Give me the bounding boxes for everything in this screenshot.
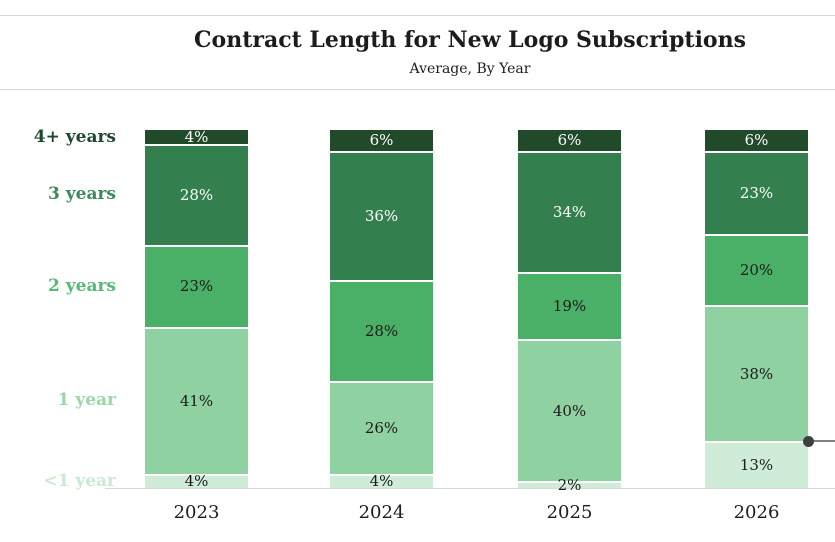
bar-segment-2023-2-years[interactable]: 23% bbox=[145, 244, 248, 327]
bar-segment-2025-2-years[interactable]: 19% bbox=[518, 271, 621, 340]
row-label-2-years: 2 years bbox=[48, 275, 116, 296]
bar-segment-2025-4plus-years[interactable]: 6% bbox=[518, 130, 621, 152]
bar-segment-2024-4plus-years[interactable]: 6% bbox=[330, 130, 433, 152]
annotation-leader-line bbox=[808, 440, 835, 443]
segment-value-label: 19% bbox=[552, 296, 587, 315]
segment-value-label: 28% bbox=[364, 321, 399, 340]
chart-title: Contract Length for New Logo Subscriptio… bbox=[194, 27, 746, 53]
segment-value-label: 4% bbox=[184, 472, 209, 491]
bar-segment-2026-4plus-years[interactable]: 6% bbox=[705, 130, 808, 152]
segment-value-label: 41% bbox=[179, 391, 214, 410]
bar-segment-2026-lt-1-year[interactable]: 13% bbox=[705, 441, 808, 488]
top-divider-line bbox=[0, 15, 835, 16]
segment-value-label: 4% bbox=[184, 127, 209, 146]
row-label-4plus-years: 4+ years bbox=[33, 127, 116, 148]
segment-value-label: 40% bbox=[552, 401, 587, 420]
segment-value-label: 34% bbox=[552, 203, 587, 222]
segment-value-label: 6% bbox=[557, 131, 582, 150]
bar-segment-2025-3-years[interactable]: 34% bbox=[518, 151, 621, 272]
x-axis-label-2025: 2025 bbox=[546, 502, 593, 523]
bar-group-2024: 6% 36% 28% 26% 4% bbox=[330, 130, 433, 491]
bar-segment-2026-1-year[interactable]: 38% bbox=[705, 305, 808, 442]
segment-value-label: 23% bbox=[179, 277, 214, 296]
bar-segment-2025-lt-1-year[interactable]: 2% bbox=[518, 477, 621, 492]
bar-segment-2023-1-year[interactable]: 41% bbox=[145, 326, 248, 474]
bar-segment-2026-2-years[interactable]: 20% bbox=[705, 233, 808, 306]
x-axis-label-2024: 2024 bbox=[358, 502, 405, 523]
segment-value-label: 6% bbox=[744, 131, 769, 150]
bar-segment-2024-2-years[interactable]: 28% bbox=[330, 280, 433, 381]
header-divider-line bbox=[0, 89, 835, 90]
segment-value-label: 28% bbox=[179, 185, 214, 204]
segment-value-label: 20% bbox=[739, 261, 774, 280]
bar-segment-2023-lt-1-year[interactable]: 4% bbox=[145, 472, 248, 491]
annotation-dot bbox=[802, 435, 814, 447]
segment-value-label: 2% bbox=[557, 475, 582, 494]
x-axis-line bbox=[105, 488, 835, 489]
bar-segment-2024-1-year[interactable]: 26% bbox=[330, 380, 433, 474]
segment-value-label: 26% bbox=[364, 418, 399, 437]
bar-segment-2025-1-year[interactable]: 40% bbox=[518, 339, 621, 481]
bar-segment-2023-4plus-years[interactable]: 4% bbox=[145, 127, 248, 146]
bar-segment-2024-lt-1-year[interactable]: 4% bbox=[330, 472, 433, 491]
x-axis-label-2026: 2026 bbox=[733, 502, 780, 523]
segment-value-label: 36% bbox=[364, 207, 399, 226]
bar-group-2026: 6% 23% 20% 38% 13% bbox=[705, 130, 808, 488]
row-label-1-year: 1 year bbox=[57, 390, 116, 411]
row-label-lt-1-year: <1 year bbox=[43, 470, 116, 491]
x-axis-label-2023: 2023 bbox=[173, 502, 220, 523]
bar-segment-2026-3-years[interactable]: 23% bbox=[705, 151, 808, 234]
bar-group-2023: 4% 28% 23% 41% 4% bbox=[145, 127, 248, 491]
segment-value-label: 6% bbox=[369, 131, 394, 150]
row-label-3-years: 3 years bbox=[48, 184, 116, 205]
segment-value-label: 38% bbox=[739, 364, 774, 383]
segment-value-label: 13% bbox=[739, 456, 774, 475]
bar-segment-2023-3-years[interactable]: 28% bbox=[145, 144, 248, 245]
segment-value-label: 4% bbox=[369, 472, 394, 491]
segment-value-label: 23% bbox=[739, 184, 774, 203]
bar-group-2025: 6% 34% 19% 40% 2% bbox=[518, 130, 621, 492]
chart-subtitle: Average, By Year bbox=[409, 61, 531, 77]
bar-segment-2024-3-years[interactable]: 36% bbox=[330, 151, 433, 281]
